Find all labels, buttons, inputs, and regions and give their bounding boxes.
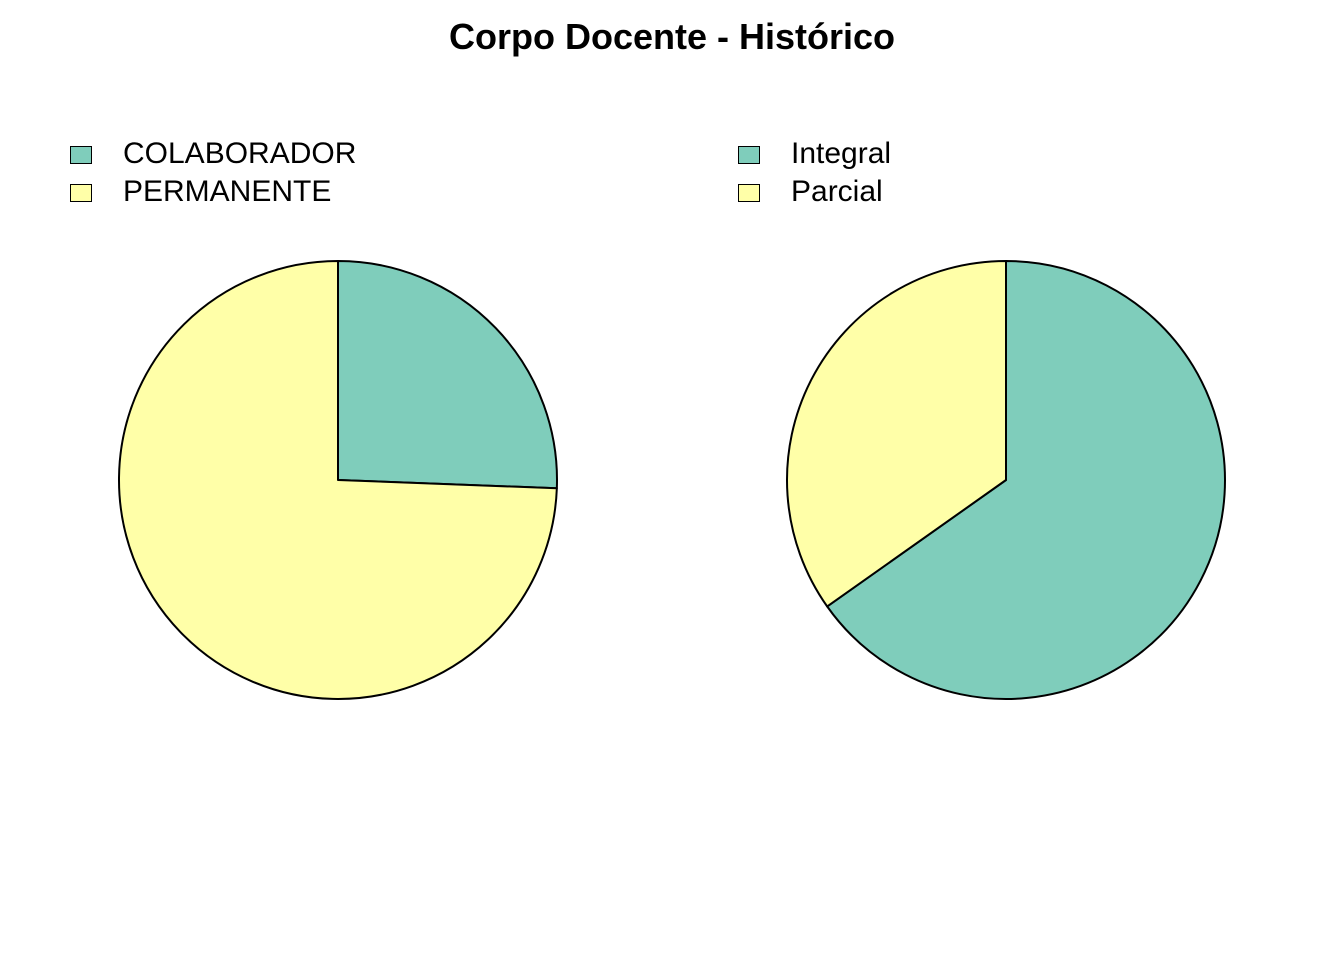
legend-label-parcial: Parcial xyxy=(791,175,883,208)
chart-title: Corpo Docente - Histórico xyxy=(448,16,896,57)
legend-label-permanente: PERMANENTE xyxy=(123,175,332,208)
pie-slice-colaborador xyxy=(337,260,558,490)
legend-swatch-integral xyxy=(738,146,760,164)
legend-swatch-permanente xyxy=(70,184,92,202)
legend-swatch-colaborador xyxy=(70,146,92,164)
pie-chart-1 xyxy=(118,260,558,700)
legend-label-colaborador: COLABORADOR xyxy=(123,137,357,170)
pie-slice-integral xyxy=(826,260,1227,700)
legend-swatch-parcial xyxy=(738,184,760,202)
pie-slice-permanente xyxy=(118,260,558,700)
legend-label-integral: Integral xyxy=(791,137,892,170)
pie-chart-2 xyxy=(786,260,1227,700)
pie-slice-parcial xyxy=(786,260,1007,608)
